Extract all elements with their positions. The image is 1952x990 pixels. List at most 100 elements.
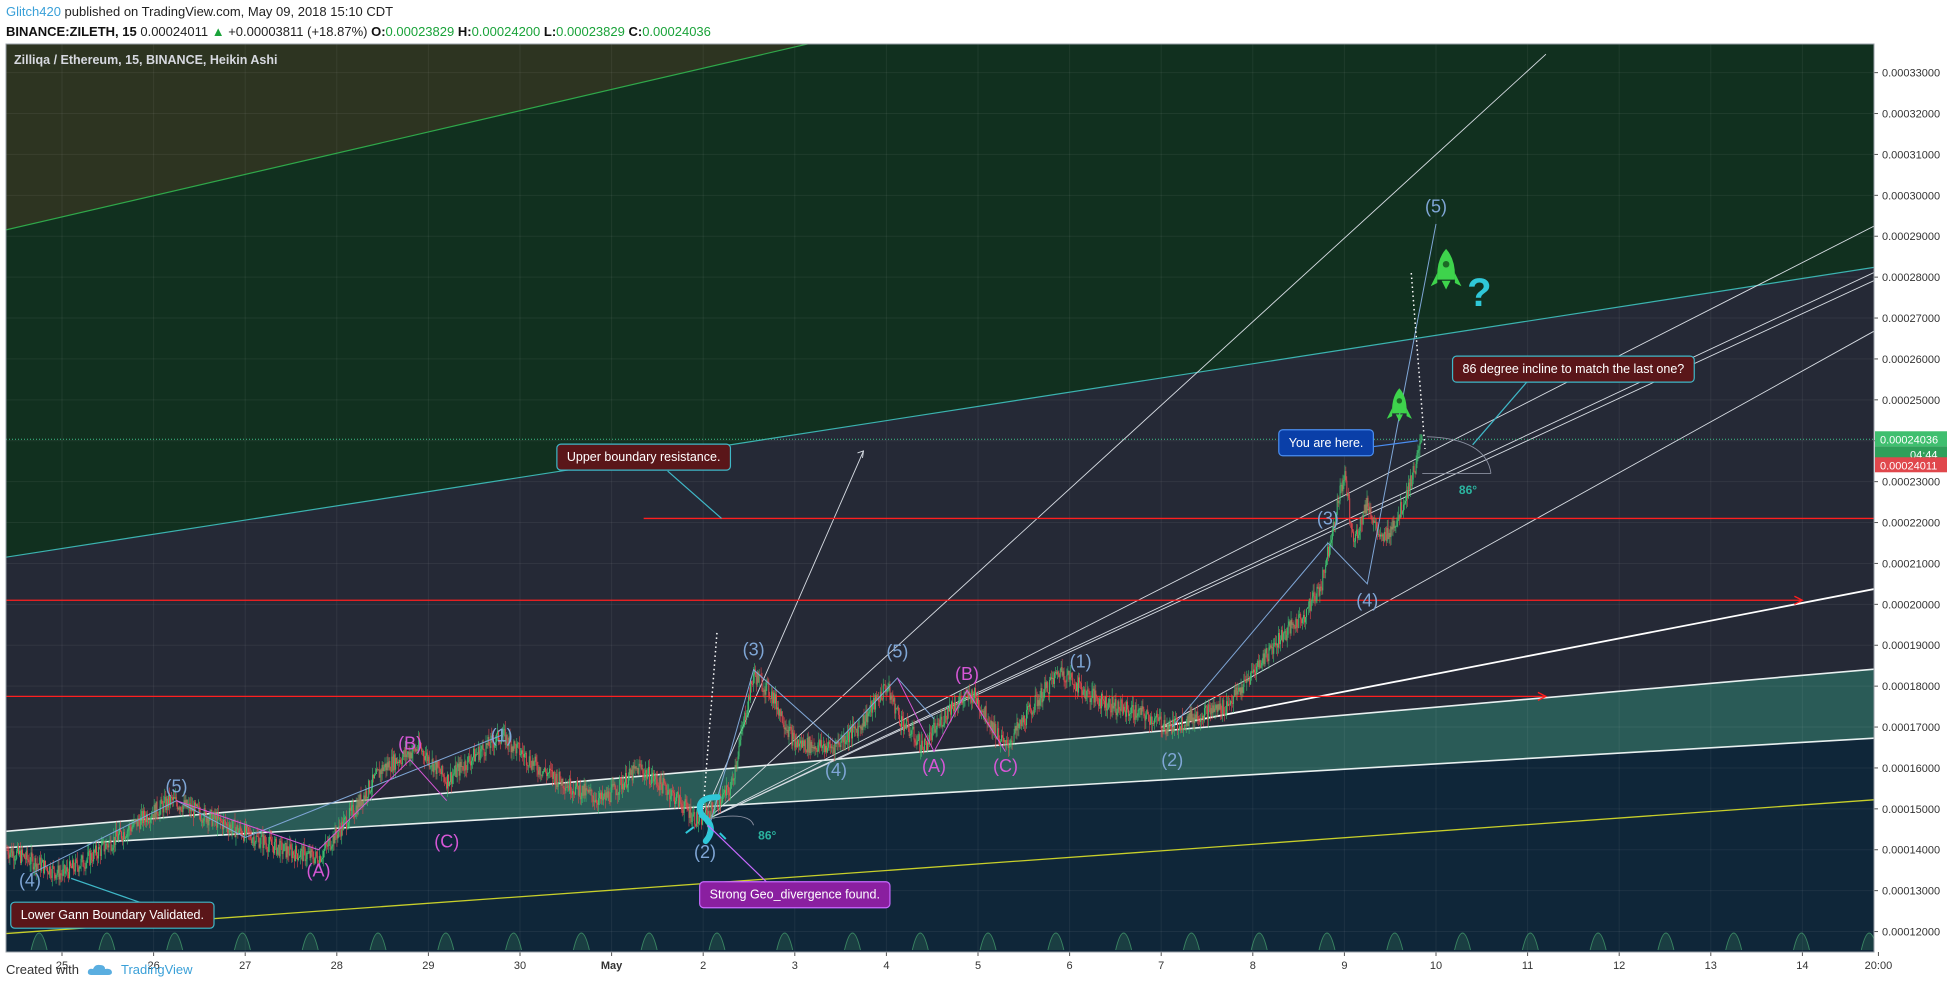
candle (234, 820, 236, 838)
candle (523, 753, 525, 758)
candle (909, 734, 911, 736)
candle (908, 729, 910, 736)
candle (877, 698, 879, 702)
angle-label: 86° (758, 829, 776, 843)
candle (898, 707, 900, 715)
candle (1416, 452, 1418, 465)
price-tick-label: 0.00028000 (1882, 272, 1940, 284)
candle (1400, 502, 1402, 518)
candle (612, 784, 614, 786)
candle (449, 772, 451, 782)
price-tick-label: 0.00032000 (1882, 109, 1940, 121)
candle (396, 757, 398, 764)
candle (129, 825, 131, 829)
candle (750, 681, 752, 685)
candle (31, 852, 33, 857)
candle (443, 774, 445, 777)
price-tick-label: 0.00022000 (1882, 518, 1940, 530)
candle (1256, 660, 1258, 667)
candle (1351, 523, 1353, 530)
candle (353, 816, 355, 818)
candle (472, 757, 474, 761)
candle (56, 873, 58, 876)
candle (755, 675, 757, 685)
candle (207, 818, 209, 826)
candle (474, 754, 476, 762)
candle (481, 744, 483, 749)
candle (383, 767, 385, 771)
cycle-arc (1589, 932, 1607, 951)
candle (1173, 719, 1175, 729)
candle (372, 774, 374, 779)
candle (275, 838, 277, 855)
candle (812, 746, 814, 748)
candle (1064, 681, 1066, 683)
candle (831, 746, 833, 749)
arrow-head-icon (1537, 691, 1548, 701)
candle (391, 756, 393, 772)
candle (85, 862, 87, 869)
candle (809, 736, 811, 753)
candle (221, 821, 223, 822)
candle (292, 851, 294, 859)
candle (310, 849, 312, 859)
candle (496, 734, 498, 742)
candle (491, 735, 493, 737)
annotation-box (699, 881, 891, 909)
tradingview-link[interactable]: TradingView (120, 962, 193, 977)
candle (388, 761, 390, 768)
candle (416, 749, 418, 752)
candle (982, 711, 984, 713)
rocket-window (1396, 398, 1403, 404)
candle (668, 789, 670, 792)
candle (488, 736, 490, 746)
candle (1168, 725, 1170, 730)
candle (581, 785, 583, 797)
candle (904, 724, 906, 729)
plot-area[interactable]: (4)(5)(A)(B)(C)(1)(2)(3)(4)(5)(A)(B)(C)(… (5, 0, 1890, 990)
cycle-arc (234, 932, 251, 951)
candle (1163, 720, 1165, 730)
candle (1372, 519, 1374, 524)
candle (1116, 712, 1118, 716)
candle (407, 751, 409, 755)
candle (213, 812, 215, 818)
candle (495, 741, 497, 745)
candle (1202, 715, 1204, 719)
candle (1393, 520, 1395, 528)
last-price-tag-label: 0.00024036 (1880, 434, 1938, 446)
candle (399, 759, 401, 763)
candle (1288, 621, 1290, 626)
candle (753, 669, 755, 675)
candle (395, 757, 397, 770)
candle (12, 851, 14, 857)
candle (121, 838, 123, 842)
candle (837, 741, 839, 744)
candle (1354, 534, 1356, 542)
candle (397, 761, 399, 764)
bid-price-tag (1875, 457, 1947, 473)
candle (710, 802, 712, 819)
candle (1024, 715, 1026, 725)
candle (1338, 500, 1340, 504)
candle (1404, 501, 1406, 504)
teal-trendline (6, 266, 1874, 558)
candle (101, 842, 103, 845)
candle (65, 871, 67, 874)
candle (522, 750, 524, 754)
candle (1286, 634, 1288, 641)
candle (1014, 726, 1016, 734)
open-value: 0.00023829 (385, 24, 455, 39)
candle (377, 769, 379, 771)
candle (897, 707, 899, 709)
candle (781, 711, 783, 723)
candle (651, 772, 653, 777)
candle (14, 859, 16, 861)
author-link[interactable]: Glitch420 (6, 4, 61, 19)
candle (609, 800, 611, 803)
candle (45, 860, 47, 868)
candle (550, 770, 552, 771)
candle (707, 811, 709, 819)
candle (483, 749, 485, 756)
